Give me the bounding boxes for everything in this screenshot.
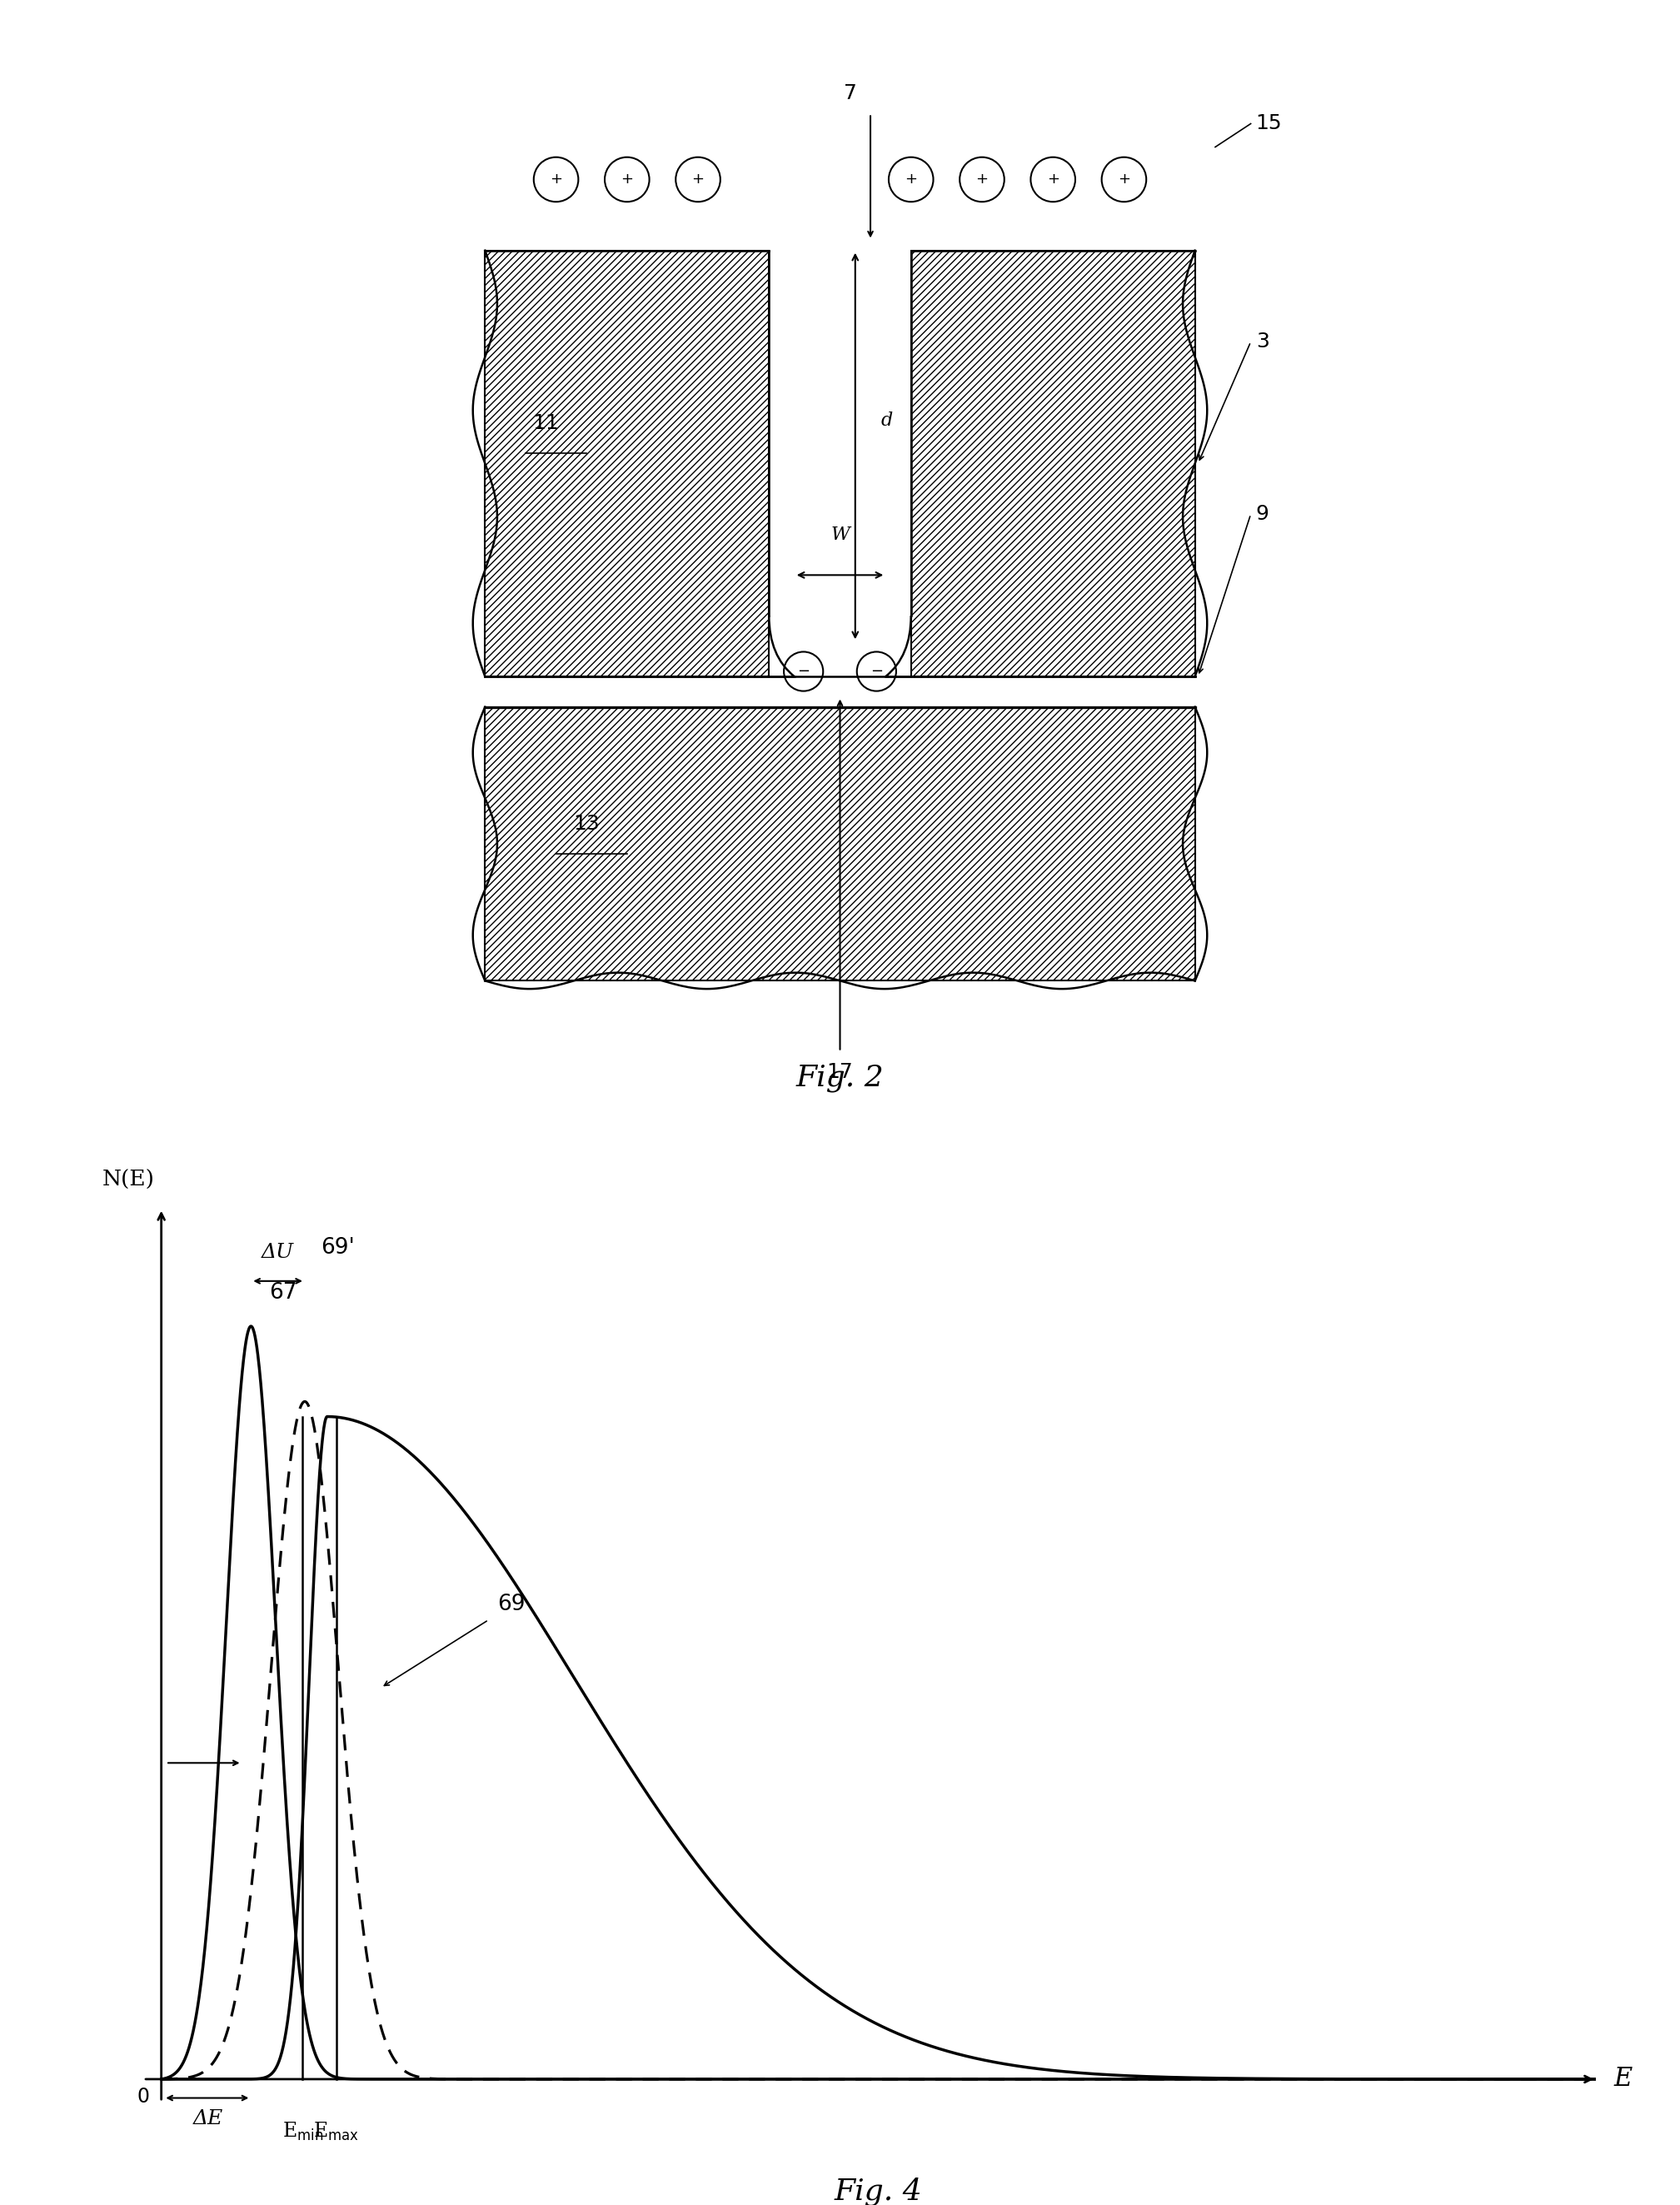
Text: 9: 9 xyxy=(1257,505,1268,525)
Polygon shape xyxy=(486,251,769,677)
Text: −: − xyxy=(798,664,810,679)
Text: 11: 11 xyxy=(533,412,559,432)
Text: E$_{\mathrm{max}}$: E$_{\mathrm{max}}$ xyxy=(312,2121,360,2143)
Text: 69: 69 xyxy=(497,1594,526,1616)
Text: +: + xyxy=(692,172,704,187)
Text: 67: 67 xyxy=(269,1281,297,1303)
Text: +: + xyxy=(622,172,633,187)
Text: +: + xyxy=(549,172,563,187)
Text: −: − xyxy=(870,664,882,679)
Text: Fig. 2: Fig. 2 xyxy=(796,1065,884,1091)
Text: E$_{\mathrm{min}}$: E$_{\mathrm{min}}$ xyxy=(282,2121,323,2143)
Polygon shape xyxy=(486,708,1194,981)
Text: +: + xyxy=(1047,172,1058,187)
Text: N(E): N(E) xyxy=(102,1171,155,1191)
Text: +: + xyxy=(906,172,917,187)
Text: +: + xyxy=(976,172,988,187)
Text: E: E xyxy=(1614,2066,1633,2093)
Polygon shape xyxy=(911,251,1194,677)
Text: W: W xyxy=(830,525,850,545)
Text: 13: 13 xyxy=(573,814,600,833)
Text: 17: 17 xyxy=(827,1063,853,1083)
Text: d: d xyxy=(880,410,892,430)
Text: 0: 0 xyxy=(138,2086,150,2106)
Text: 69': 69' xyxy=(321,1237,354,1259)
Text: 7: 7 xyxy=(843,84,857,104)
Text: 3: 3 xyxy=(1257,331,1268,353)
Text: ΔE: ΔE xyxy=(193,2110,223,2128)
Text: ΔU: ΔU xyxy=(262,1244,294,1261)
Text: Fig. 4: Fig. 4 xyxy=(835,2176,922,2205)
Text: +: + xyxy=(1117,172,1131,187)
Text: 15: 15 xyxy=(1257,115,1282,135)
